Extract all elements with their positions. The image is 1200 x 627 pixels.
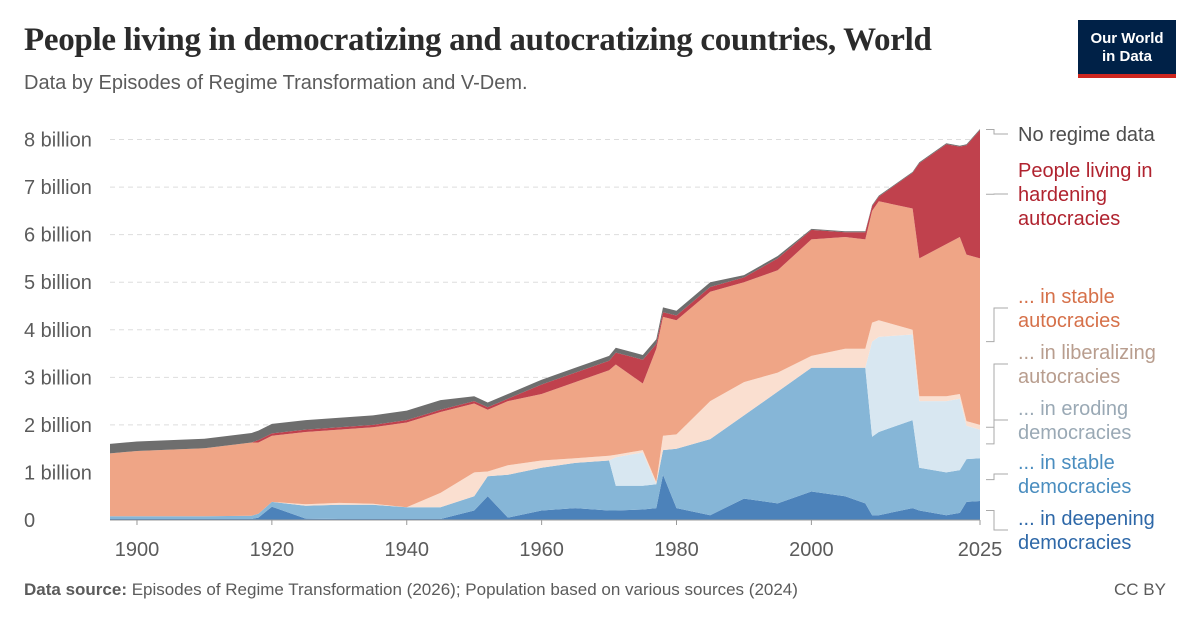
legend-item-liberalizing_autocracies[interactable]: ... in liberalizing autocracies — [986, 342, 1156, 428]
legend-label: People living in hardening autocracies — [1018, 160, 1153, 230]
legend-item-hardening_autocracies[interactable]: People living in hardening autocracies — [986, 160, 1153, 230]
y-tick-label: 7 billion — [24, 177, 92, 199]
area-hardening_autocracies[interactable] — [110, 130, 980, 454]
logo-line-1: Our World — [1090, 30, 1164, 47]
legend-item-deepening_democracies[interactable]: ... in deepening democracies — [986, 508, 1155, 554]
footer-source: Data source: Episodes of Regime Transfor… — [24, 580, 798, 600]
legend-label-line: No regime data — [1018, 124, 1156, 146]
area-deepening_democracies[interactable] — [110, 474, 980, 520]
legend-label: ... in liberalizing autocracies — [1018, 342, 1156, 388]
x-tick-label: 1960 — [519, 539, 564, 561]
legend-item-eroding_democracies[interactable]: ... in eroding democracies — [986, 398, 1131, 445]
x-tick-label: 2000 — [789, 539, 834, 561]
source-label: Data source: — [24, 580, 127, 599]
x-tick-label: 1900 — [115, 539, 160, 561]
x-tick-label: 1980 — [654, 539, 699, 561]
area-eroding_democracies[interactable] — [110, 334, 980, 517]
y-tick-label: 2 billion — [24, 415, 92, 437]
x-tick-label: 1920 — [250, 539, 295, 561]
y-tick-label: 0 — [24, 510, 35, 532]
x-tick-label: 1940 — [384, 539, 429, 561]
legend-label: ... in deepening democracies — [1018, 508, 1155, 554]
chart-title: People living in democratizing and autoc… — [24, 22, 932, 58]
logo-line-2: in Data — [1101, 48, 1152, 65]
legend-label-line: ... in eroding — [1018, 398, 1128, 420]
legend-item-stable_autocracies[interactable]: ... in stable autocracies — [986, 286, 1120, 343]
axes: 0 1 billion 2 billion 3 billion 4 billion 5 b… — [24, 130, 1002, 561]
x-tick-label: 2025 — [958, 539, 1003, 561]
legend-label-line: ... in liberalizing — [1018, 342, 1156, 364]
legend-connector — [986, 510, 1008, 531]
y-tick-label: 1 billion — [24, 462, 92, 484]
area-series — [110, 129, 980, 520]
area-stable_democracies[interactable] — [110, 367, 980, 519]
legend-label: ... in stable democracies — [1018, 452, 1131, 498]
y-tick-label: 3 billion — [24, 367, 92, 389]
legend-label-line: democracies — [1018, 422, 1131, 444]
legend-label-line: ... in stable — [1018, 286, 1115, 308]
legend-label-line: hardening — [1018, 184, 1107, 206]
license-link[interactable]: CC BY — [1114, 580, 1166, 599]
legend-label-line: autocracies — [1018, 208, 1120, 230]
legend-label: ... in stable autocracies — [1018, 286, 1120, 332]
y-tick-label: 6 billion — [24, 225, 92, 247]
legend-label-line: ... in deepening — [1018, 508, 1155, 530]
legend-label-line: democracies — [1018, 476, 1131, 498]
chart-subtitle: Data by Episodes of Regime Transformatio… — [24, 72, 528, 94]
owid-logo[interactable]: Our World in Data — [1078, 20, 1176, 78]
legend-label: No regime data — [1018, 124, 1156, 146]
y-tick-label: 4 billion — [24, 320, 92, 342]
legend-connector — [986, 307, 1008, 343]
y-tick-label: 8 billion — [24, 130, 92, 152]
legend-label-line: autocracies — [1018, 310, 1120, 332]
legend-connector — [986, 129, 1008, 135]
legend-label-line: autocracies — [1018, 366, 1120, 388]
legend-connector — [986, 363, 1008, 428]
legend-label: ... in eroding democracies — [1018, 398, 1131, 444]
legend-connector — [986, 473, 1008, 481]
source-text: Episodes of Regime Transformation (2026)… — [131, 580, 798, 599]
area-stable_autocracies[interactable] — [110, 201, 980, 517]
legend-label-line: People living in — [1018, 160, 1153, 182]
legend-label-line: ... in stable — [1018, 452, 1115, 474]
y-tick-label: 5 billion — [24, 272, 92, 294]
legend-connector — [986, 419, 1008, 445]
legend-item-no_regime_data[interactable]: No regime data — [986, 124, 1156, 146]
legend-label-line: democracies — [1018, 532, 1131, 554]
legend-item-stable_democracies[interactable]: ... in stable democracies — [986, 452, 1131, 498]
